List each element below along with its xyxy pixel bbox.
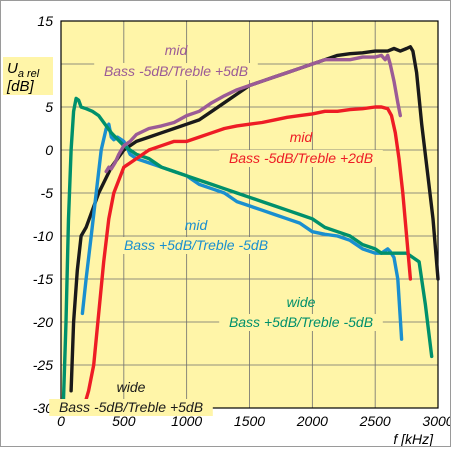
series-label-line2-5: Bass +5dB/Treble -5dB xyxy=(229,314,373,330)
series-labels: mid Bass -5dB/Treble +5dB wide Bass -5dB/Tr… xyxy=(49,42,383,416)
x-tick-label: 2500 xyxy=(359,413,391,429)
y-tick-label: 15 xyxy=(37,13,53,29)
y-tick-label: -5 xyxy=(41,185,54,201)
x-tick-labels: 0 500 1000 1500 2000 2500 3000 xyxy=(57,413,451,429)
y-tick-label: -15 xyxy=(33,271,53,287)
series-label-background xyxy=(49,399,213,416)
series-label-line1-3: mid xyxy=(290,129,314,145)
series-label-line2-2: Bass -5dB/Treble +5dB xyxy=(59,399,203,415)
y-tick-label: 0 xyxy=(45,142,53,158)
series-label-line2-3: Bass -5dB/Treble +2dB xyxy=(229,150,373,166)
x-tick-label: 0 xyxy=(57,413,65,429)
series-label-background xyxy=(219,314,383,331)
series-label-background xyxy=(114,237,278,254)
x-tick-label: 1500 xyxy=(234,413,265,429)
y-tick-label: 5 xyxy=(45,99,53,115)
y-axis-title-background xyxy=(3,57,53,95)
series-label-line1-2: wide xyxy=(117,379,146,395)
x-tick-label: 3000 xyxy=(422,413,450,429)
x-tick-label: 1000 xyxy=(171,413,202,429)
plot-border xyxy=(60,20,439,409)
series-line-5 xyxy=(61,96,434,402)
series-label-background xyxy=(94,63,258,80)
y-axis-title-sub: a rel xyxy=(18,68,40,80)
y-tick-label: -20 xyxy=(33,314,53,330)
series-label-line2-1: Bass -5dB/Treble +5dB xyxy=(104,63,248,79)
series-label-background xyxy=(219,150,383,167)
y-tick-label: -25 xyxy=(33,357,53,373)
y-axis-title-main: U xyxy=(7,60,18,77)
series-label-line1-1: mid xyxy=(165,42,189,58)
series-label-line2-4: Bass +5dB/Treble -5dB xyxy=(124,237,268,253)
x-tick-label: 2000 xyxy=(296,413,328,429)
y-axis-unit: [dB] xyxy=(6,78,35,95)
series-lines xyxy=(61,45,440,410)
x-axis-title: f [kHz] xyxy=(393,431,434,446)
series-label-line1-5: wide xyxy=(287,294,316,310)
series-label-line1-4: mid xyxy=(185,217,209,233)
x-tick-label: 500 xyxy=(112,413,136,429)
y-tick-label: -10 xyxy=(33,228,53,244)
y-tick-label: -30 xyxy=(33,400,53,416)
series-line-3 xyxy=(81,105,413,410)
series-line-1 xyxy=(104,53,402,174)
grid xyxy=(60,20,439,409)
y-axis-title: Ua rel xyxy=(7,60,40,80)
